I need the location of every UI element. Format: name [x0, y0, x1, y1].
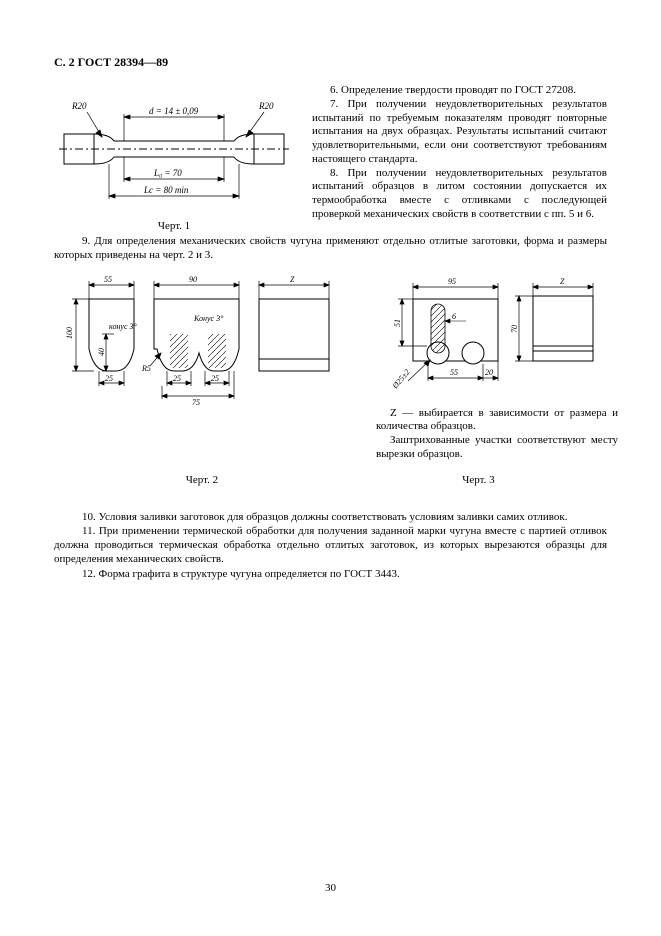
- fig3-55: 55: [450, 368, 458, 377]
- fig3-note-hatch: Заштрихованные участки соответствуют мес…: [376, 434, 618, 462]
- fig1-r20-right: R20: [258, 101, 274, 111]
- figure-3: 6 95 Z: [368, 271, 618, 464]
- fig2-r5: R5: [141, 364, 151, 373]
- fig2-100: 100: [65, 327, 74, 339]
- figure-1-caption: Черт. 1: [54, 220, 294, 232]
- figure-2-caption: Черт. 2: [54, 474, 350, 486]
- captions-row: Черт. 2 Черт. 3: [54, 468, 607, 486]
- bottom-paras: 10. Условия заливки заготовок для образц…: [54, 510, 607, 581]
- figure-3-caption: Черт. 3: [350, 474, 607, 486]
- fig3-z: Z: [560, 277, 565, 286]
- figure-2: 55 90 Z 100 40 конус 3°: [54, 271, 354, 411]
- para-11: 11. При применении термической обработки…: [54, 524, 607, 567]
- figure-1: d = 14 ± 0,09 R20 R20: [54, 84, 294, 232]
- page-header: С. 2 ГОСТ 28394—89: [54, 55, 607, 70]
- fig1-l0: L₀ = 70: [153, 168, 182, 178]
- para-9: 9. Для определения механических свойств …: [54, 234, 607, 263]
- figure-3-notes: Z — выбирается в зависимости от размера …: [376, 407, 618, 462]
- right-text: 6. Определение твердости проводят по ГОС…: [312, 84, 607, 222]
- figure-3-svg: 6 95 Z: [368, 271, 618, 401]
- fig2-25b: 25: [173, 374, 181, 383]
- top-row: d = 14 ± 0,09 R20 R20: [54, 84, 607, 232]
- fig1-d-label: d = 14 ± 0,09: [149, 106, 199, 116]
- para-9-wrap: 9. Для определения механических свойств …: [54, 234, 607, 263]
- para-8: 8. При получении неудовлетворительных ре…: [312, 167, 607, 222]
- figure-1-svg: d = 14 ± 0,09 R20 R20: [54, 84, 294, 214]
- fig2-75: 75: [192, 398, 200, 407]
- fig3-51: 51: [393, 319, 402, 327]
- fig2-90: 90: [189, 275, 197, 284]
- fig3-20: 20: [485, 368, 493, 377]
- figure-row: 55 90 Z 100 40 конус 3°: [54, 271, 607, 464]
- figure-2-svg: 55 90 Z 100 40 конус 3°: [54, 271, 354, 411]
- fig2-konus1: конус 3°: [109, 322, 138, 331]
- para-6: 6. Определение твердости проводят по ГОС…: [312, 84, 607, 98]
- fig3-70: 70: [510, 325, 519, 333]
- fig3-note-z: Z — выбирается в зависимости от размера …: [376, 407, 618, 435]
- fig1-lc: Lc = 80 min: [143, 185, 189, 195]
- fig2-55: 55: [104, 275, 112, 284]
- fig3-95: 95: [448, 277, 456, 286]
- fig2-40: 40: [97, 348, 106, 356]
- fig3-d25: Ø25±2: [390, 367, 412, 391]
- fig2-z: Z: [290, 275, 295, 284]
- fig3-6: 6: [452, 312, 456, 321]
- fig2-25a: 25: [105, 374, 113, 383]
- page-number: 30: [0, 882, 661, 894]
- para-7: 7. При получении неудовлетворительных ре…: [312, 98, 607, 167]
- fig2-konus2: Конус 3°: [193, 314, 224, 323]
- para-10: 10. Условия заливки заготовок для образц…: [54, 510, 607, 524]
- fig1-r20-left: R20: [71, 101, 87, 111]
- fig2-25c: 25: [211, 374, 219, 383]
- para-12: 12. Форма графита в структуре чугуна опр…: [54, 567, 607, 581]
- page: С. 2 ГОСТ 28394—89: [0, 0, 661, 581]
